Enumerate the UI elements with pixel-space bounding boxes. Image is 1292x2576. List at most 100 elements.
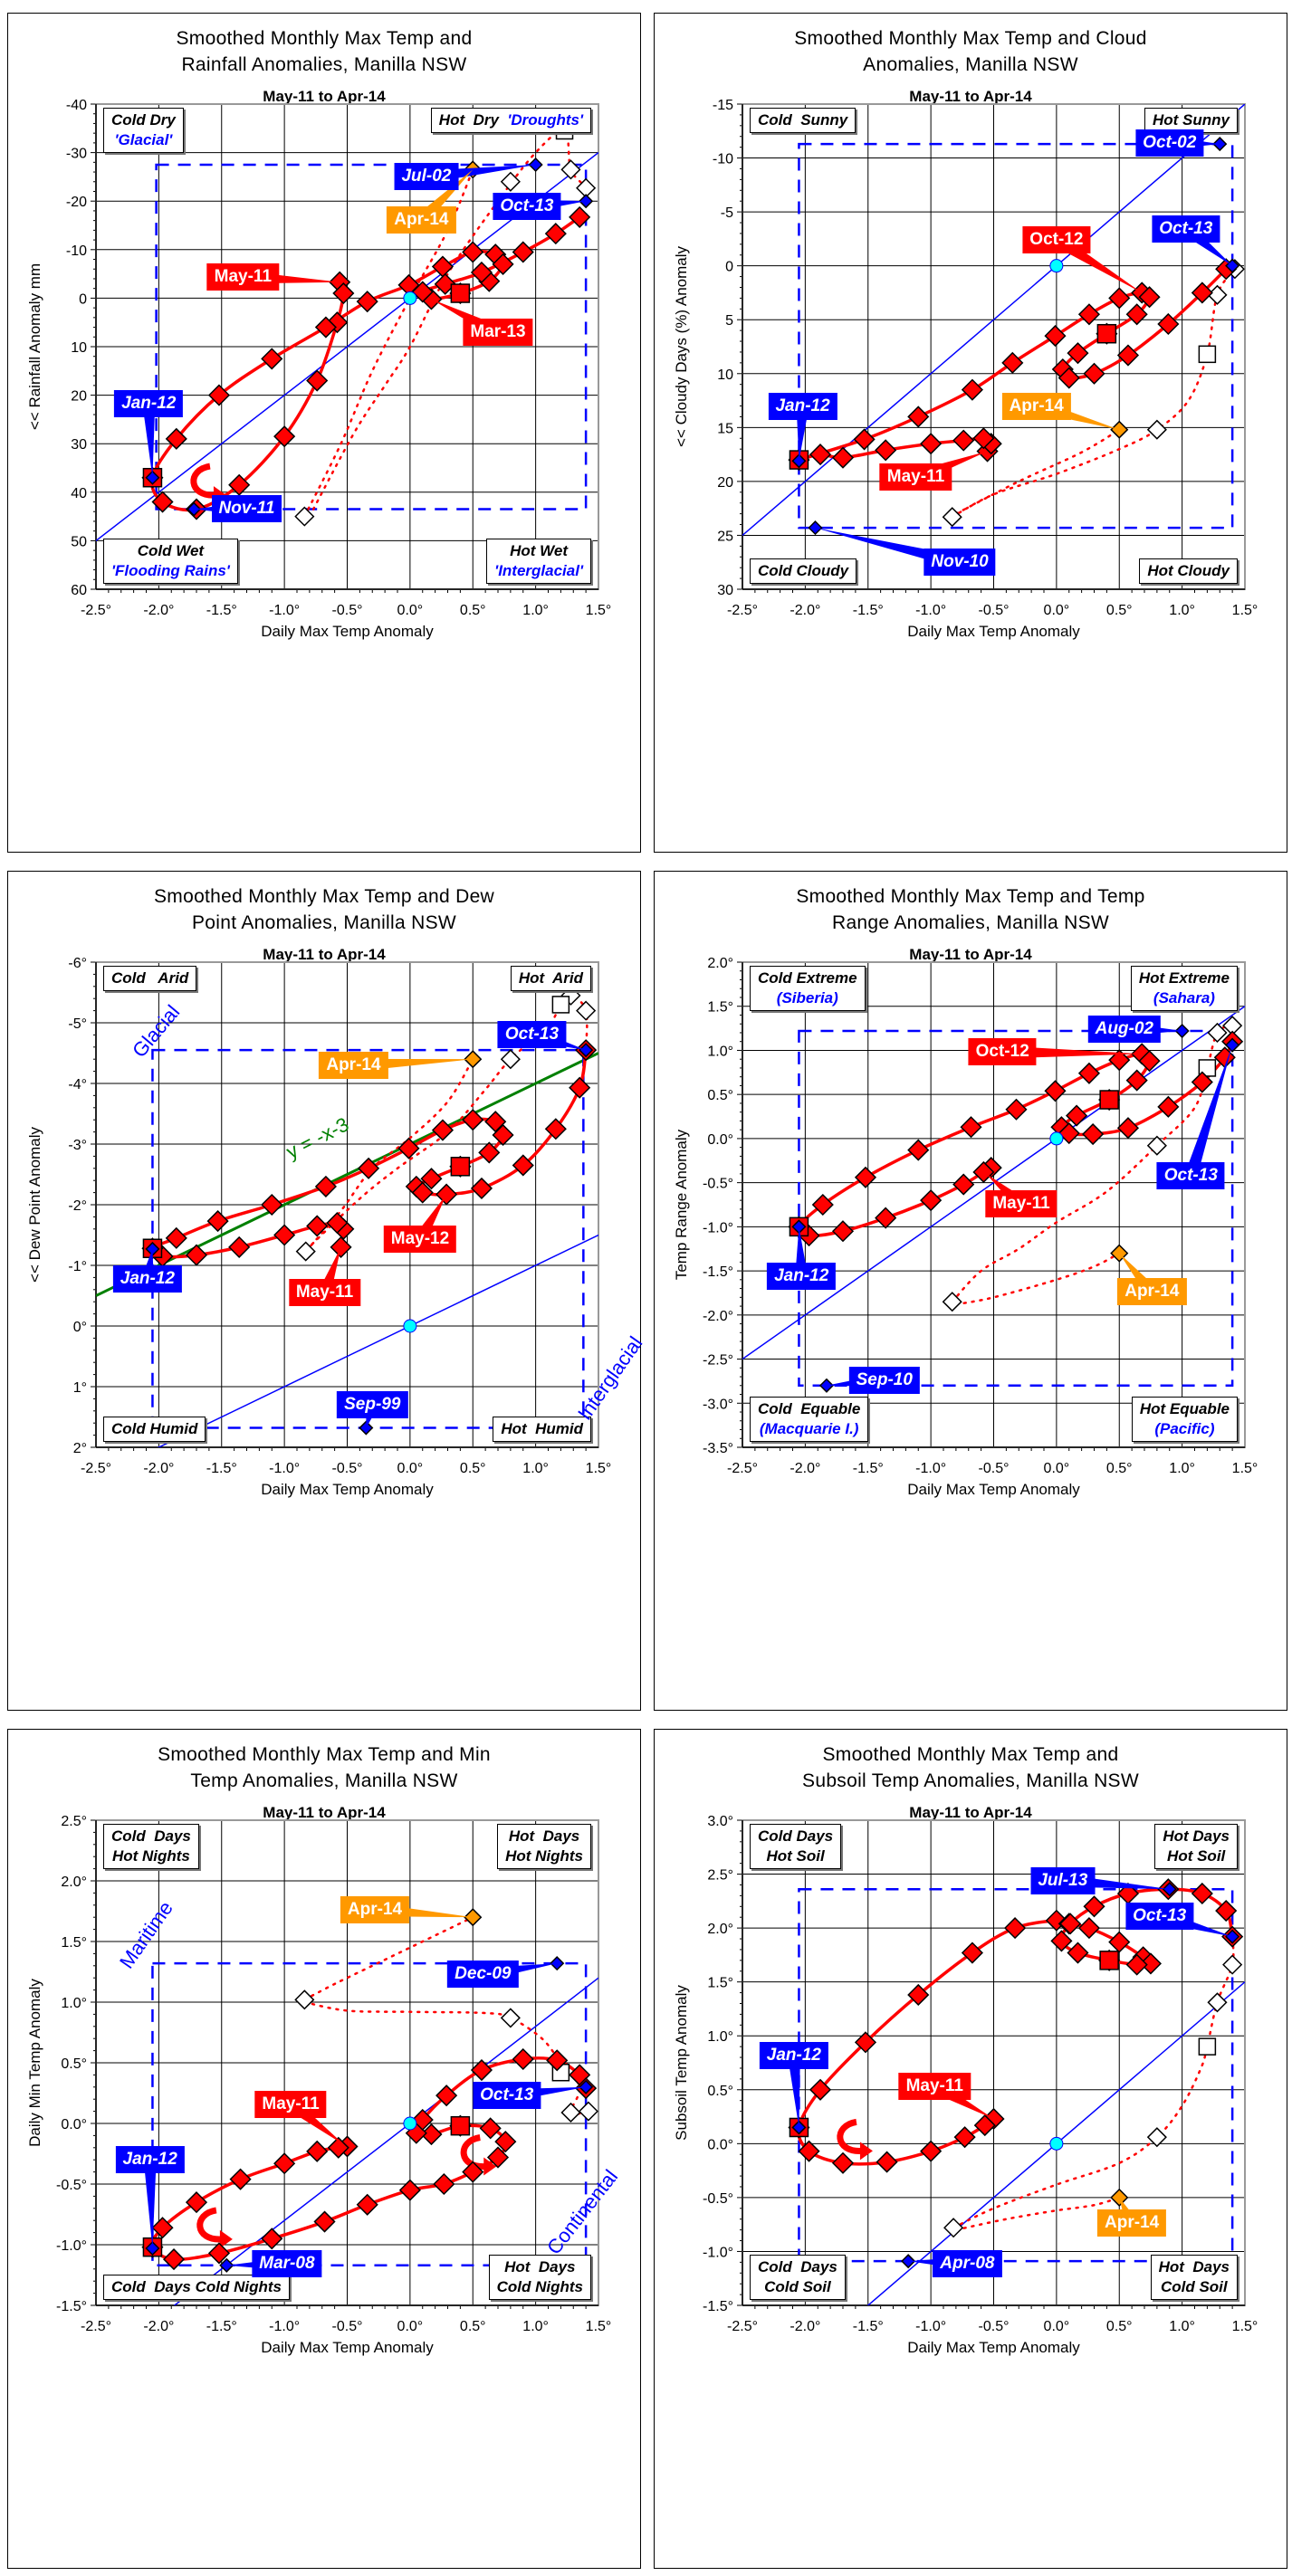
- extremes-box: [151, 1961, 588, 2267]
- y-tick-label: -2.5°: [703, 1353, 733, 1369]
- quadrant-label-text: Hot Soil: [766, 1847, 825, 1865]
- smoothed-diamond-marker: [1083, 362, 1105, 385]
- smoothed-diamond-marker: [1077, 1062, 1101, 1084]
- y-tick-label: -3.5°: [703, 1441, 733, 1456]
- chart-panel-1: Smoothed Monthly Max Temp and Rainfall An…: [7, 13, 641, 853]
- curved-arrow-icon: [460, 2134, 486, 2171]
- quadrant-label-text: Cold Dry: [111, 111, 176, 129]
- smoothed-diamond-marker: [306, 1215, 329, 1237]
- smoothed-diamond-marker: [462, 2161, 484, 2183]
- hollow-diamond-marker: [294, 1989, 315, 2010]
- smoothed-diamond-marker: [478, 1141, 501, 1164]
- callout-label-apr-14: Apr-14: [1001, 392, 1071, 420]
- callout-label-jan-12: Jan-12: [768, 392, 837, 420]
- x-tick-label: 0.5°: [460, 603, 486, 618]
- callout-label-sep-10: Sep-10: [848, 1366, 920, 1394]
- x-axis-title: Daily Max Temp Anomaly: [261, 623, 434, 640]
- smoothed-diamond-marker: [433, 2172, 455, 2196]
- hollow-diamond-marker: [1207, 1022, 1228, 1044]
- x-tick-label: -0.5°: [979, 603, 1010, 618]
- callout-label-jan-12: Jan-12: [759, 2041, 828, 2069]
- x-tick-label: -2.5°: [727, 2319, 758, 2334]
- chart-panel-5: Smoothed Monthly Max Temp and Min Temp An…: [7, 1729, 641, 2569]
- callout-label-oct-12: Oct-12: [968, 1038, 1037, 1066]
- hollow-diamond-marker: [1207, 1992, 1228, 2013]
- x-tick-label: -2.0°: [790, 603, 820, 618]
- curved-arrow-head-icon: [859, 2142, 873, 2161]
- quadrant-label-text: (Pacific): [1154, 1420, 1215, 1437]
- chart-plot: -2.5° -2.0° -1.5° -1.0° -0.5° 0.0° 0.5° 1.0° 1.5…: [26, 956, 611, 1498]
- latest-month-marker: [464, 1908, 483, 1927]
- smoothed-diamond-marker: [398, 2179, 421, 2201]
- hollow-diamond-marker: [943, 2218, 964, 2238]
- quadrant-label-br: Hot Wet 'Interglacial': [486, 539, 591, 584]
- smoothed-diamond-marker: [479, 2117, 502, 2140]
- latest-smoothed-square: [1096, 323, 1117, 344]
- quadrant-label-text: Hot Extreme: [1138, 969, 1230, 987]
- hollow-diamond-marker: [560, 2102, 581, 2123]
- y-tick-label: 30: [717, 583, 733, 598]
- x-tick-label: -2.0°: [143, 2319, 174, 2334]
- smoothed-diamond-marker: [273, 2152, 296, 2175]
- extremes-box: [798, 1887, 1234, 2263]
- quadrant-label-text: Hot Wet: [510, 542, 569, 559]
- callout-label-may-11: May-11: [898, 2073, 971, 2101]
- smoothed-diamond-marker: [326, 1212, 349, 1235]
- origin-marker: [403, 1319, 417, 1333]
- y-tick-label: 3.0°: [707, 1814, 733, 1829]
- smoothed-diamond-marker: [1077, 1917, 1101, 1940]
- x-tick-label: 1.0°: [522, 603, 549, 618]
- smoothed-diamond-marker: [411, 1181, 434, 1204]
- callout-label-may-11: May-11: [206, 263, 280, 291]
- callout-label-mar-13: Mar-13: [463, 318, 533, 346]
- x-axis-title: Daily Max Temp Anomaly: [907, 623, 1080, 640]
- chart-panel-4: Smoothed Monthly Max Temp and Temp Range …: [654, 871, 1287, 1711]
- y-axis-title: << Cloudy Days (%) Anomaly: [673, 245, 690, 447]
- quadrant-label-tl: Cold Sunny: [750, 108, 857, 133]
- y-tick-label: 2.0°: [707, 956, 733, 971]
- smoothed-diamond-marker: [1083, 1895, 1105, 1918]
- chart-subtitle: May-11 to Apr-14: [909, 88, 1032, 105]
- smoothed-diamond-marker: [1067, 342, 1089, 365]
- hollow-diamond-marker: [942, 1292, 962, 1312]
- smoothed-diamond-marker: [462, 1109, 484, 1131]
- y-tick-label: 0: [725, 260, 733, 275]
- y-tick-label: 50: [71, 534, 87, 549]
- callout-label-apr-14: Apr-14: [387, 205, 456, 234]
- chart-title-line: Smoothed Monthly Max Temp and Temp: [796, 886, 1145, 907]
- hollow-diamond-marker: [294, 506, 315, 527]
- smoothed-diamond-marker: [1191, 1071, 1213, 1093]
- y-tick-label: 0.5°: [707, 2084, 733, 2099]
- x-tick-label: 1.5°: [586, 603, 612, 618]
- quadrant-label-text: Cold Days: [111, 1827, 191, 1845]
- y-tick-label: -5: [721, 205, 733, 221]
- smoothed-diamond-marker: [811, 1193, 834, 1216]
- latest-smoothed-square: [450, 1157, 471, 1177]
- smoothed-diamond-marker: [1116, 344, 1140, 367]
- y-tick-label: -1.5°: [56, 2299, 87, 2314]
- smoothed-diamond-marker: [330, 1236, 352, 1258]
- smoothed-diamond-marker: [185, 1244, 208, 1266]
- past-months-dotted-line: [954, 2196, 1121, 2231]
- hollow-square-marker: [1198, 2037, 1217, 2056]
- smoothed-diamond-marker: [261, 2228, 283, 2250]
- past-months-dotted-line: [954, 1252, 1121, 1306]
- quadrant-label-text: Hot Cloudy: [1147, 562, 1230, 579]
- smoothed-diamond-marker: [961, 378, 983, 401]
- chart-title-line: Smoothed Monthly Max Temp and Dew: [153, 886, 495, 907]
- record-diamond-marker: [1225, 1037, 1240, 1053]
- hollow-diamond-marker: [1146, 1135, 1167, 1156]
- quadrant-label-bl: Cold Humid: [103, 1417, 206, 1442]
- quadrant-label-text: Cold Cloudy: [758, 562, 849, 579]
- record-diamond-marker: [579, 1043, 594, 1058]
- callout-label-apr-08: Apr-08: [933, 2249, 1002, 2277]
- hollow-diamond-marker: [576, 1000, 597, 1021]
- past-months-dotted-line: [952, 1935, 1235, 2229]
- callout-label-jul-02: Jul-02: [394, 163, 459, 191]
- y-tick-label: -1.0°: [703, 2245, 733, 2260]
- smoothed-diamond-marker: [165, 427, 187, 450]
- y-tick-label: 2.5°: [61, 1814, 87, 1829]
- y-tick-label: 25: [717, 529, 733, 544]
- curved-arrow-icon: [190, 463, 216, 499]
- smoothed-diamond-marker: [1108, 287, 1131, 310]
